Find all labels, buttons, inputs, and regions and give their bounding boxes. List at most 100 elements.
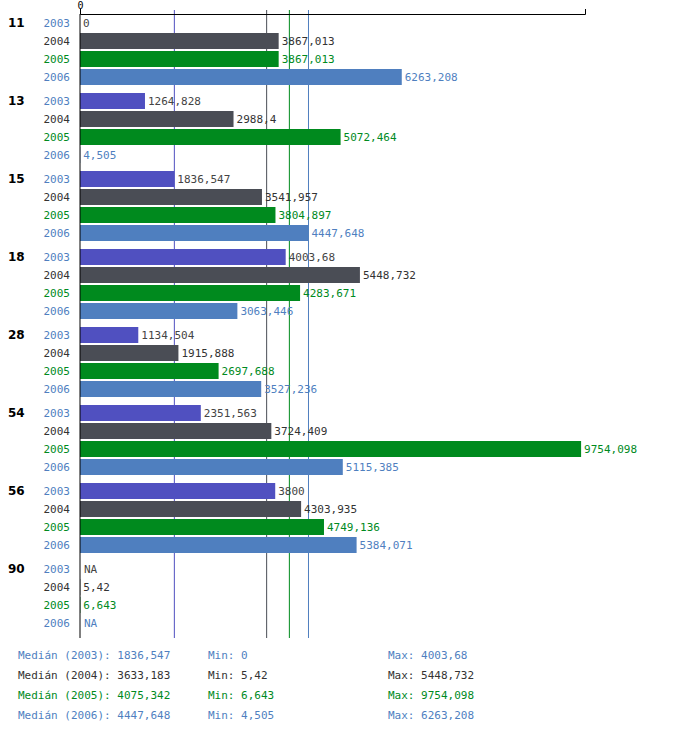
bar	[80, 225, 308, 241]
bar	[80, 519, 324, 535]
data-label: 4749,136	[327, 521, 380, 534]
bar	[80, 537, 357, 553]
series-row-label: 2005	[44, 365, 71, 378]
series-row-label: 2004	[44, 503, 71, 516]
data-label: 3724,409	[274, 425, 327, 438]
bar	[80, 207, 275, 223]
data-label: 5448,732	[363, 269, 416, 282]
summary-value: 1836,547	[117, 649, 170, 662]
summary-caption: Medián (2005):	[18, 689, 111, 702]
group-label: 13	[8, 94, 25, 108]
data-label: 3867,013	[282, 35, 335, 48]
bar	[80, 423, 271, 439]
series-row-label: 2003	[44, 563, 71, 576]
summary-value: 4075,342	[117, 689, 170, 702]
bar	[80, 33, 279, 49]
summary-value: 4,505	[241, 709, 274, 722]
data-label: 6263,208	[405, 71, 458, 84]
summary-caption: Max:	[388, 649, 415, 662]
summary-value: 4447,648	[117, 709, 170, 722]
series-row-label: 2004	[44, 35, 71, 48]
summary-caption: Max:	[388, 709, 415, 722]
summary-value: 4003,68	[421, 649, 467, 662]
data-label: 5384,071	[360, 539, 413, 552]
bars	[80, 33, 581, 613]
summary-caption: Medián (2004):	[18, 669, 111, 682]
series-row-label: 2006	[44, 149, 71, 162]
bar	[80, 303, 237, 319]
series-row-label: 2005	[44, 209, 71, 222]
series-row-label: 2004	[44, 269, 71, 282]
series-row-label: 2005	[44, 131, 71, 144]
labels: 11 2003 0 2004 3867,013 2005 3867,013 2006 6263,…	[8, 16, 637, 630]
data-label: 1264,828	[148, 95, 201, 108]
data-label: 1836,547	[177, 173, 230, 186]
series-row-label: 2004	[44, 113, 71, 126]
data-label: 4303,935	[304, 503, 357, 516]
summary-value: 5448,732	[421, 669, 474, 682]
bar	[80, 189, 262, 205]
series-row-label: 2005	[44, 443, 71, 456]
summary-caption: Min:	[208, 669, 235, 682]
data-label: 3867,013	[282, 53, 335, 66]
summary-value: 9754,098	[421, 689, 474, 702]
series-row-label: 2004	[44, 581, 71, 594]
summary-value: 6,643	[241, 689, 274, 702]
bar	[80, 93, 145, 109]
group-label: 28	[8, 328, 25, 342]
data-label: 4447,648	[311, 227, 364, 240]
bar	[80, 69, 402, 85]
series-row-label: 2006	[44, 227, 71, 240]
series-row-label: 2006	[44, 617, 71, 630]
summary-value: 0	[241, 649, 248, 662]
series-row-label: 2005	[44, 521, 71, 534]
group-label: 15	[8, 172, 25, 186]
data-label: 4283,671	[303, 287, 356, 300]
data-label: 2988,4	[237, 113, 277, 126]
bar	[80, 345, 178, 361]
bar	[80, 483, 275, 499]
group-label: 56	[8, 484, 25, 498]
summary-caption: Max:	[388, 669, 415, 682]
bar	[80, 249, 286, 265]
series-row-label: 2003	[44, 485, 71, 498]
bar	[80, 381, 261, 397]
data-label: 5115,385	[346, 461, 399, 474]
bar	[80, 171, 174, 187]
data-label: 3804,897	[278, 209, 331, 222]
series-row-label: 2006	[44, 383, 71, 396]
bar	[80, 285, 300, 301]
group-label: 54	[8, 406, 25, 420]
bar	[80, 327, 138, 343]
baseline	[80, 14, 81, 638]
summary-caption: Medián (2006):	[18, 709, 111, 722]
bar	[80, 111, 234, 127]
data-label: 5072,464	[344, 131, 397, 144]
data-label: 4003,68	[289, 251, 335, 264]
summary-caption: Medián (2003):	[18, 649, 111, 662]
x-tick-label: 0	[77, 0, 83, 11]
data-label: 3063,446	[240, 305, 293, 318]
group-label: 18	[8, 250, 25, 264]
data-label: 0	[83, 17, 90, 30]
bar	[80, 405, 201, 421]
series-row-label: 2004	[44, 347, 71, 360]
summary-caption: Min:	[208, 709, 235, 722]
series-row-label: 2005	[44, 287, 71, 300]
data-label: NA	[84, 617, 98, 630]
data-label: 5,42	[83, 581, 110, 594]
bar	[80, 267, 360, 283]
bar	[80, 51, 279, 67]
summary-caption: Min:	[208, 649, 235, 662]
data-label: 9754,098	[584, 443, 637, 456]
series-row-label: 2003	[44, 173, 71, 186]
bar	[80, 459, 343, 475]
series-row-label: 2006	[44, 305, 71, 318]
data-label: 3541,957	[265, 191, 318, 204]
group-label: 11	[8, 16, 25, 30]
x-axis: 0	[77, 0, 585, 15]
data-label: 1915,888	[181, 347, 234, 360]
series-row-label: 2003	[44, 407, 71, 420]
series-row-label: 2003	[44, 329, 71, 342]
series-row-label: 2003	[44, 95, 71, 108]
